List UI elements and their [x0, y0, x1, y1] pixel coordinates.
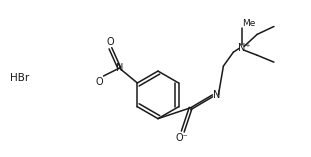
Text: O: O — [96, 77, 103, 87]
Text: O: O — [107, 37, 114, 47]
Text: O⁻: O⁻ — [175, 133, 188, 143]
Text: N: N — [116, 63, 123, 73]
Text: HBr: HBr — [10, 73, 29, 83]
Text: Me: Me — [243, 19, 256, 28]
Text: N⁺: N⁺ — [238, 43, 251, 53]
Text: N: N — [213, 90, 220, 100]
